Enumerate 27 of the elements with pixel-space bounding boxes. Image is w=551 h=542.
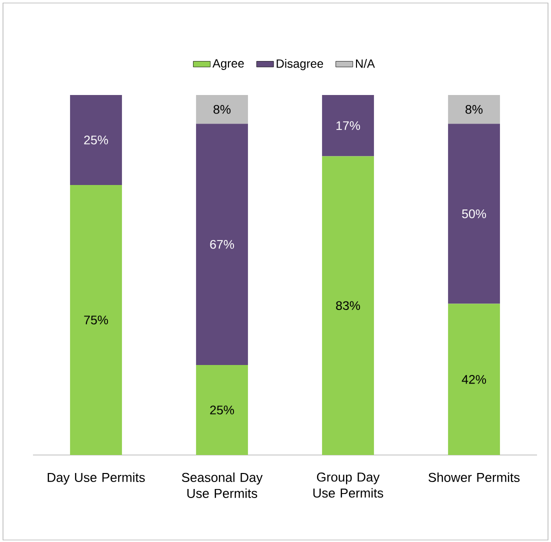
data-label: 83% [336,301,360,310]
data-label: 25% [210,406,234,414]
data-label: 8% [466,104,483,114]
bar [448,94,500,124]
bar [70,94,122,185]
data-label: 42% [462,375,486,384]
data-label: 25% [84,136,108,144]
data-label: 17% [336,121,360,130]
x-tick-label: Day Use Permits [48,472,145,485]
bar [322,156,374,455]
x-tick-label: Shower Permits [428,472,520,482]
bar [196,124,248,365]
x-tick-label: Seasonal Day Use Permits [182,472,263,498]
legend-label: Agree [212,59,244,70]
bar [448,304,500,455]
data-label: 67% [210,240,234,249]
bar [448,124,500,304]
legend-label: N/A [356,59,375,68]
data-label: 8% [214,104,231,114]
legend-label: Disagree [276,59,324,70]
bar [322,94,374,156]
bar [70,184,122,455]
bar [196,364,248,455]
bar [196,94,248,124]
data-label: 75% [84,316,108,324]
x-tick-label: Group Day Use Permits [313,472,384,498]
data-label: 50% [462,209,486,218]
